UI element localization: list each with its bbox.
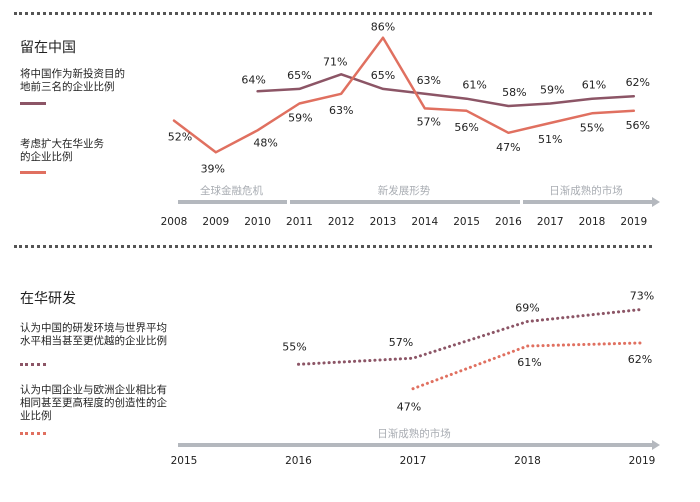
legend2-series1-swatch xyxy=(20,363,46,366)
legend1-series2-swatch xyxy=(20,171,46,174)
period-separator xyxy=(520,199,523,205)
data-label: 52% xyxy=(168,131,192,144)
data-label: 86% xyxy=(371,21,395,34)
data-label: 62% xyxy=(628,353,652,366)
period-label: 新发展形势 xyxy=(378,184,431,197)
legend2-series2-label: 认为中国企业与欧洲企业相比有 相同甚至更高程度的创造性的企 业比例 xyxy=(20,384,167,422)
data-label: 55% xyxy=(580,121,604,134)
data-label: 47% xyxy=(397,401,421,414)
x-tick-label: 2014 xyxy=(411,216,438,228)
series-line-1 xyxy=(297,307,644,366)
x-tick-label: 2016 xyxy=(285,455,312,467)
x-tick-label: 2015 xyxy=(453,216,480,228)
timeline-arrowhead xyxy=(652,440,660,450)
x-tick-label: 2009 xyxy=(202,216,229,228)
x-tick-label: 2011 xyxy=(286,216,313,228)
x-tick-label: 2019 xyxy=(620,216,647,228)
data-label: 62% xyxy=(626,76,650,89)
data-label: 57% xyxy=(389,336,413,349)
data-label: 59% xyxy=(288,112,312,125)
data-label: 47% xyxy=(496,141,520,154)
timeline-bar xyxy=(178,200,652,204)
x-tick-label: 2017 xyxy=(537,216,564,228)
data-label: 69% xyxy=(515,302,539,315)
data-label: 61% xyxy=(462,79,486,92)
data-label: 63% xyxy=(417,74,441,87)
top-dotted-divider xyxy=(14,12,652,15)
legend1-series2-label: 考虑扩大在华业务 的企业比例 xyxy=(20,138,104,163)
data-label: 59% xyxy=(540,84,564,97)
data-label: 48% xyxy=(253,136,277,149)
series-line-1 xyxy=(256,73,636,108)
legend2-series2-swatch xyxy=(20,432,46,435)
data-label: 73% xyxy=(630,289,654,302)
middle-dotted-divider xyxy=(14,245,652,248)
chart-stay-in-china: 全球金融危机 新发展形势 日渐成熟的市场 2008 2009 2010 2011 2012 20… xyxy=(161,21,660,228)
legend1-series1-swatch xyxy=(20,102,46,105)
data-label: 61% xyxy=(517,356,541,369)
data-label: 65% xyxy=(287,69,311,82)
data-label: 55% xyxy=(282,340,306,353)
chart-rd-in-china: 日渐成熟的市场 2015 2016 2017 2018 2019 55% 57% 69% 73% 4… xyxy=(171,289,660,467)
x-tick-label: 2019 xyxy=(629,455,656,467)
data-label: 63% xyxy=(329,104,353,117)
data-label: 61% xyxy=(582,79,606,92)
legend2-series1-label: 认为中国的研发环境与世界平均 水平相当甚至更优越的企业比例 xyxy=(20,322,167,347)
x-tick-label: 2018 xyxy=(514,455,541,467)
section2-title: 在华研发 xyxy=(20,291,76,307)
series-line-2 xyxy=(172,36,636,154)
data-label: 39% xyxy=(201,162,225,175)
section1-title: 留在中国 xyxy=(20,40,76,56)
data-label: 56% xyxy=(626,119,650,132)
x-tick-label: 2013 xyxy=(370,216,397,228)
x-tick-label: 2015 xyxy=(171,455,198,467)
period-label: 日渐成熟的市场 xyxy=(549,184,623,197)
data-label: 64% xyxy=(241,73,265,86)
data-label: 51% xyxy=(538,133,562,146)
x-tick-label: 2010 xyxy=(244,216,271,228)
x-tick-label: 2017 xyxy=(400,455,427,467)
timeline-arrowhead xyxy=(652,197,660,207)
data-label: 57% xyxy=(417,115,441,128)
timeline-bar xyxy=(178,443,652,447)
legend1-series1-label: 将中国作为新投资目的 地前三名的企业比例 xyxy=(20,68,125,93)
period-label: 全球金融危机 xyxy=(200,184,263,197)
x-tick-label: 2012 xyxy=(328,216,355,228)
data-label: 71% xyxy=(323,55,347,68)
x-tick-label: 2008 xyxy=(161,216,188,228)
x-tick-label: 2018 xyxy=(579,216,606,228)
x-tick-label: 2016 xyxy=(495,216,522,228)
data-label: 56% xyxy=(454,121,478,134)
period-separator xyxy=(287,199,290,205)
data-label: 65% xyxy=(371,69,395,82)
data-label: 58% xyxy=(502,86,526,99)
series-line-2 xyxy=(411,341,644,391)
period-label: 日渐成熟的市场 xyxy=(377,427,451,440)
